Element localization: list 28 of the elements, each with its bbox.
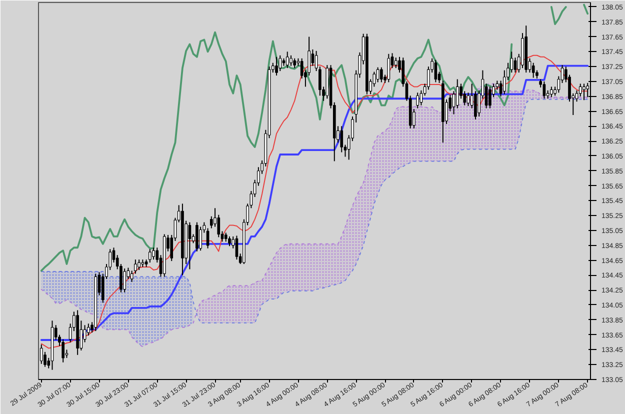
candlestick: [575, 90, 578, 102]
candlestick: [199, 226, 202, 252]
candlestick: [196, 222, 198, 252]
candlestick: [416, 92, 420, 109]
candlestick: [550, 86, 553, 98]
candlestick: [582, 83, 586, 101]
candlestick: [380, 66, 383, 83]
candlestick: [148, 248, 152, 264]
candlestick: [532, 62, 535, 78]
candlestick: [484, 83, 488, 109]
candlestick: [387, 53, 390, 83]
candlestick: [62, 338, 65, 363]
candlestick: [40, 344, 43, 364]
candlestick: [542, 80, 546, 100]
candlestick: [278, 54, 282, 72]
candlestick: [286, 51, 289, 69]
candlestick: [488, 86, 492, 109]
candlestick: [138, 259, 140, 270]
candlestick: [293, 58, 296, 69]
candlestick: [228, 236, 231, 247]
candlestick: [275, 56, 278, 76]
candlestick: [290, 54, 292, 66]
candlestick: [434, 59, 438, 83]
candlestick: [152, 247, 155, 260]
candlestick: [123, 268, 126, 293]
candlestick: [340, 126, 344, 153]
candlestick: [394, 57, 398, 69]
candlestick: [376, 66, 380, 83]
